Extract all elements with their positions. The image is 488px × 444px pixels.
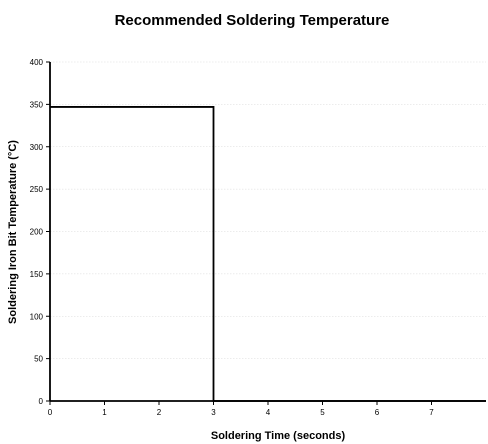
y-tick-label: 350 bbox=[30, 100, 44, 109]
x-axis-label: Soldering Time (seconds) bbox=[211, 430, 346, 442]
y-tick-label: 50 bbox=[34, 355, 43, 364]
y-tick-label: 150 bbox=[30, 270, 44, 279]
x-tick-label: 6 bbox=[375, 408, 380, 417]
x-tick-label: 4 bbox=[266, 408, 271, 417]
y-tick-label: 400 bbox=[30, 58, 44, 67]
temperature-profile-line bbox=[50, 106, 486, 402]
x-tick-label: 2 bbox=[157, 408, 162, 417]
x-ticks: 0 1 2 3 4 5 6 7 bbox=[48, 401, 434, 417]
y-ticks: 0 50 100 150 200 250 300 350 400 bbox=[30, 58, 50, 406]
y-tick-label: 0 bbox=[39, 397, 44, 406]
y-tick-label: 200 bbox=[30, 228, 44, 237]
x-tick-label: 5 bbox=[320, 408, 325, 417]
x-tick-label: 3 bbox=[211, 408, 216, 417]
y-tick-label: 100 bbox=[30, 312, 44, 321]
chart-title: Recommended Soldering Temperature bbox=[115, 12, 390, 29]
x-tick-label: 7 bbox=[429, 408, 434, 417]
x-tick-label: 1 bbox=[102, 408, 107, 417]
x-tick-label: 0 bbox=[48, 408, 53, 417]
series-layer bbox=[50, 106, 486, 402]
grid-layer bbox=[50, 61, 486, 359]
y-tick-label: 250 bbox=[30, 185, 44, 194]
y-axis-label: Soldering Iron Bit Temperature (°C) bbox=[7, 140, 19, 324]
y-tick-label: 300 bbox=[30, 143, 44, 152]
